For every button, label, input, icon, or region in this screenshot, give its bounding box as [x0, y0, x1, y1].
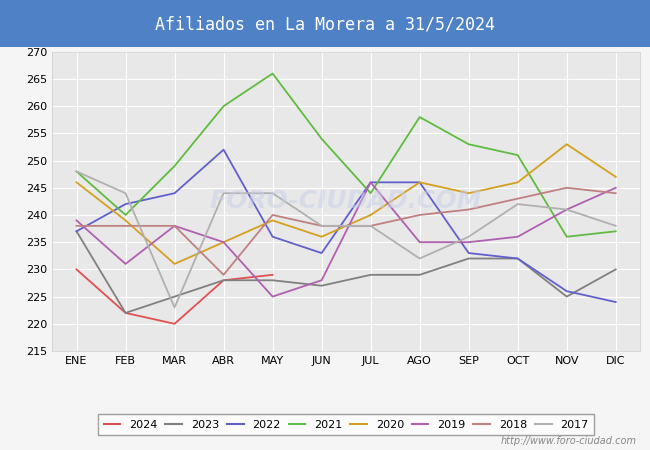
Legend: 2024, 2023, 2022, 2021, 2020, 2019, 2018, 2017: 2024, 2023, 2022, 2021, 2020, 2019, 2018… [98, 414, 594, 435]
Text: FORO-CIUDAD.COM: FORO-CIUDAD.COM [210, 189, 482, 213]
Text: http://www.foro-ciudad.com: http://www.foro-ciudad.com [501, 436, 637, 446]
Text: Afiliados en La Morera a 31/5/2024: Afiliados en La Morera a 31/5/2024 [155, 16, 495, 34]
